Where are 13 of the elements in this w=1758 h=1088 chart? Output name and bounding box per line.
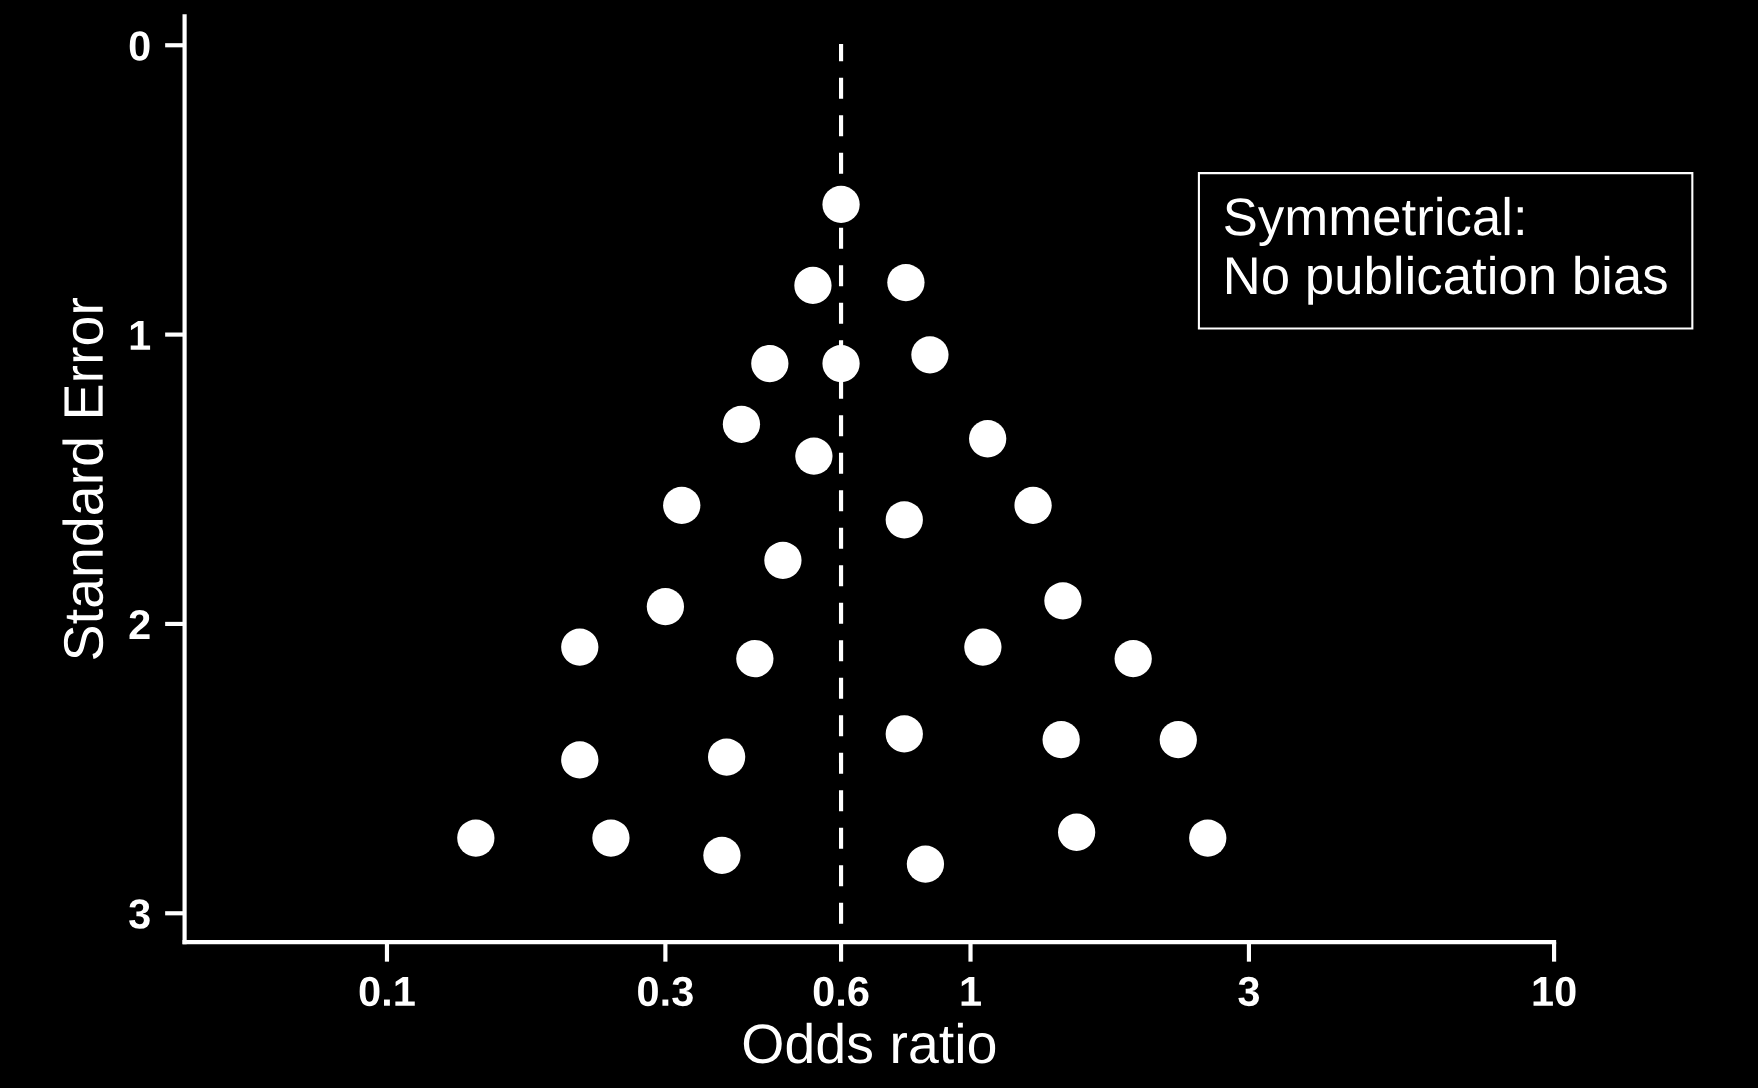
x-tick-label: 0.3 (638, 976, 693, 1007)
y-tick-label: 0 (129, 31, 150, 61)
x-tick-label: 1 (961, 977, 981, 1006)
y-tick-label: 2 (129, 609, 150, 640)
x-tick-label: 0.6 (813, 976, 869, 1007)
x-tick-label: 10 (1533, 976, 1576, 1007)
x-axis-title: Odds ratio (743, 1022, 996, 1064)
y-tick-label: 1 (130, 321, 151, 350)
y-axis-title: Standard Error (62, 297, 104, 659)
x-tick-label: 0.1 (359, 976, 415, 1007)
annotation: Symmetrical: No publication bias (1225, 196, 1667, 305)
x-tick-label: 3 (1238, 976, 1260, 1007)
y-tick-label: 3 (129, 899, 150, 929)
